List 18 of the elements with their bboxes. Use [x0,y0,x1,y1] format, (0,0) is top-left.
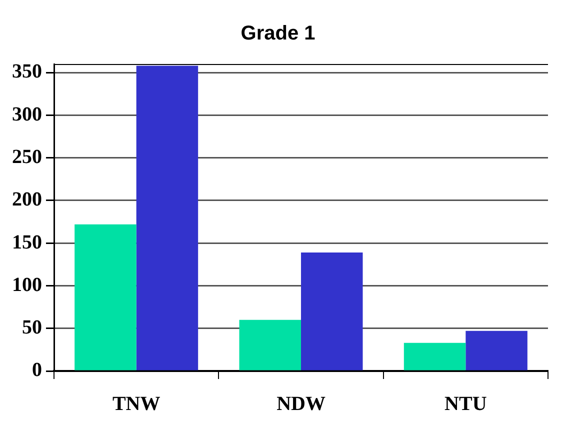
y-tick-label: 300 [12,103,42,126]
bar [239,320,301,370]
x-tick-label: NTU [444,393,487,416]
y-tick-label: 350 [12,60,42,83]
y-tick-label: 150 [12,231,42,254]
bar [301,252,363,370]
x-tick-label: NDW [276,393,326,416]
x-tick-label: TNW [112,393,160,416]
bar [466,330,528,370]
bar [404,342,466,370]
y-tick-label: 0 [32,359,42,382]
y-tick-label: 50 [22,316,42,339]
chart-title: Grade 1 [240,22,316,45]
y-tick-label: 200 [12,188,42,211]
bar [74,224,136,370]
bar [136,66,198,370]
y-tick-label: 100 [12,274,42,296]
y-tick-label: 250 [12,146,42,168]
